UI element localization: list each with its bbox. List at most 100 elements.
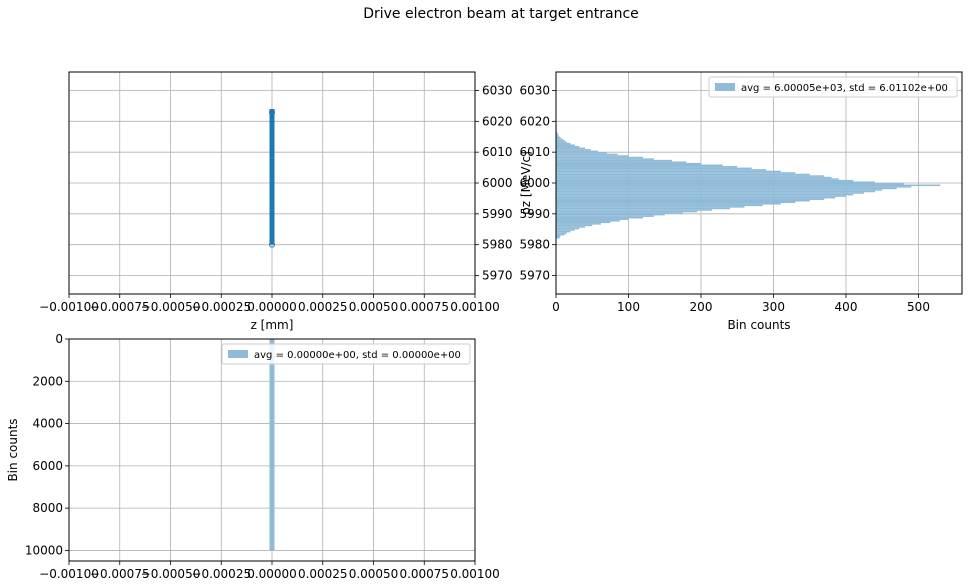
y-tick-label: 5990 bbox=[519, 207, 550, 221]
histogram-bar bbox=[556, 156, 643, 159]
x-tick-label: 0.00025 bbox=[298, 300, 348, 314]
x-axis-label: z [mm] bbox=[251, 318, 294, 332]
x-tick-label: −0.00025 bbox=[191, 300, 251, 314]
histogram-bar bbox=[556, 158, 654, 160]
legend-swatch bbox=[715, 83, 735, 91]
x-tick-label: 300 bbox=[762, 300, 785, 314]
legend-box bbox=[708, 76, 958, 98]
histogram-bar bbox=[556, 198, 825, 200]
histogram-bar bbox=[556, 210, 698, 213]
legend-label: avg = 0.00000e+00, std = 0.00000e+00 bbox=[254, 350, 461, 361]
legend-box bbox=[221, 343, 471, 365]
histogram-bar bbox=[556, 149, 591, 151]
histogram-bar bbox=[556, 216, 643, 219]
histogram-bar bbox=[556, 162, 701, 165]
histogram-bar bbox=[556, 153, 618, 156]
histogram-bar bbox=[556, 176, 832, 179]
histogram-bar bbox=[556, 229, 575, 231]
histogram-bar bbox=[556, 152, 607, 154]
histogram-bar bbox=[556, 181, 875, 183]
histogram-bar bbox=[556, 173, 810, 176]
histogram-bar bbox=[556, 226, 585, 228]
y-tick-label: 6000 bbox=[482, 176, 513, 190]
histogram-bar bbox=[556, 161, 687, 163]
histogram-bar bbox=[556, 141, 567, 143]
legend-swatch bbox=[228, 350, 248, 358]
histogram-bar bbox=[556, 206, 745, 208]
histogram-bar bbox=[556, 167, 752, 170]
histogram-bar bbox=[556, 230, 571, 233]
histogram-bar bbox=[556, 218, 629, 220]
x-tick-label: 0.00075 bbox=[399, 567, 449, 581]
y-axis-label: pz [MeV/c] bbox=[519, 151, 533, 215]
y-axis-label: Bin counts bbox=[6, 418, 20, 481]
histogram-bar bbox=[556, 209, 712, 211]
scatter-point bbox=[269, 241, 275, 248]
histogram-bar bbox=[556, 213, 665, 216]
histogram-bar bbox=[556, 224, 593, 227]
histogram-bar bbox=[556, 159, 672, 162]
x-tick-label: 0 bbox=[552, 300, 560, 314]
y-tick-label: 5990 bbox=[482, 207, 513, 221]
y-tick-label: 6000 bbox=[32, 459, 63, 473]
histogram-bar bbox=[269, 339, 275, 551]
x-tick-label: −0.00100 bbox=[39, 567, 99, 581]
histogram-bar bbox=[556, 147, 585, 150]
plot-frame bbox=[68, 338, 476, 562]
x-tick-label: 100 bbox=[617, 300, 640, 314]
histogram-bar bbox=[556, 236, 560, 239]
histogram-bar bbox=[556, 178, 839, 180]
histogram-bar bbox=[556, 223, 601, 225]
y-tick-label: 5970 bbox=[482, 269, 513, 283]
y-tick-label: 2000 bbox=[32, 374, 63, 388]
histogram-bar bbox=[556, 212, 683, 214]
y-tick-label: 6010 bbox=[519, 145, 550, 159]
histogram-bar bbox=[556, 196, 836, 199]
x-tick-label: 0.00050 bbox=[349, 567, 399, 581]
histogram-bar bbox=[556, 190, 875, 193]
histogram-bar bbox=[556, 227, 580, 230]
x-tick-label: −0.00050 bbox=[141, 567, 201, 581]
histogram-bar bbox=[556, 192, 865, 194]
histogram-bar bbox=[556, 144, 575, 146]
x-tick-label: 0.00075 bbox=[399, 300, 449, 314]
histogram-bar bbox=[556, 132, 558, 134]
x-tick-label: 0.00025 bbox=[298, 567, 348, 581]
histogram-bar bbox=[556, 215, 654, 217]
histogram-bar bbox=[556, 146, 580, 148]
x-tick-label: −0.00050 bbox=[141, 300, 201, 314]
histogram-bar bbox=[556, 136, 561, 139]
scatter-point bbox=[269, 109, 275, 116]
y-tick-label: 6000 bbox=[519, 176, 550, 190]
scatter-point-cluster bbox=[269, 109, 275, 245]
histogram-bar bbox=[556, 204, 763, 207]
x-tick-label: −0.00075 bbox=[90, 300, 150, 314]
histogram-bar bbox=[556, 203, 781, 205]
legend-label: avg = 6.00005e+03, std = 6.01102e+00 bbox=[741, 83, 948, 94]
histogram-bar bbox=[556, 195, 846, 197]
histogram-bar bbox=[556, 193, 854, 196]
histogram-bar bbox=[556, 175, 825, 177]
y-tick-label: 6010 bbox=[482, 145, 513, 159]
histogram-bar bbox=[556, 170, 781, 173]
histogram-bar bbox=[556, 166, 738, 168]
histogram-bar bbox=[556, 183, 904, 185]
histogram-bar bbox=[556, 179, 854, 182]
x-tick-label: −0.00100 bbox=[39, 300, 99, 314]
histogram-bar bbox=[556, 187, 897, 190]
x-tick-label: 400 bbox=[835, 300, 858, 314]
y-tick-label: 10000 bbox=[25, 543, 63, 557]
histogram-bar bbox=[556, 221, 611, 224]
histogram-bar bbox=[556, 164, 723, 167]
histogram-bar bbox=[556, 232, 567, 234]
histogram-bar bbox=[556, 139, 565, 142]
histogram-bar bbox=[556, 169, 767, 171]
x-tick-label: 0.00050 bbox=[349, 300, 399, 314]
plot-frame bbox=[555, 71, 963, 295]
x-tick-label: 500 bbox=[907, 300, 930, 314]
histogram-bar bbox=[556, 186, 912, 188]
x-tick-label: 200 bbox=[690, 300, 713, 314]
y-tick-label: 6020 bbox=[482, 114, 513, 128]
